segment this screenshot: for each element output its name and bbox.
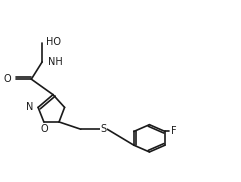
Text: NH: NH bbox=[48, 57, 63, 67]
Text: HO: HO bbox=[46, 37, 61, 47]
Text: N: N bbox=[26, 102, 34, 112]
Text: F: F bbox=[171, 126, 177, 136]
Text: O: O bbox=[3, 74, 11, 84]
Text: O: O bbox=[40, 124, 48, 134]
Text: S: S bbox=[100, 124, 107, 134]
